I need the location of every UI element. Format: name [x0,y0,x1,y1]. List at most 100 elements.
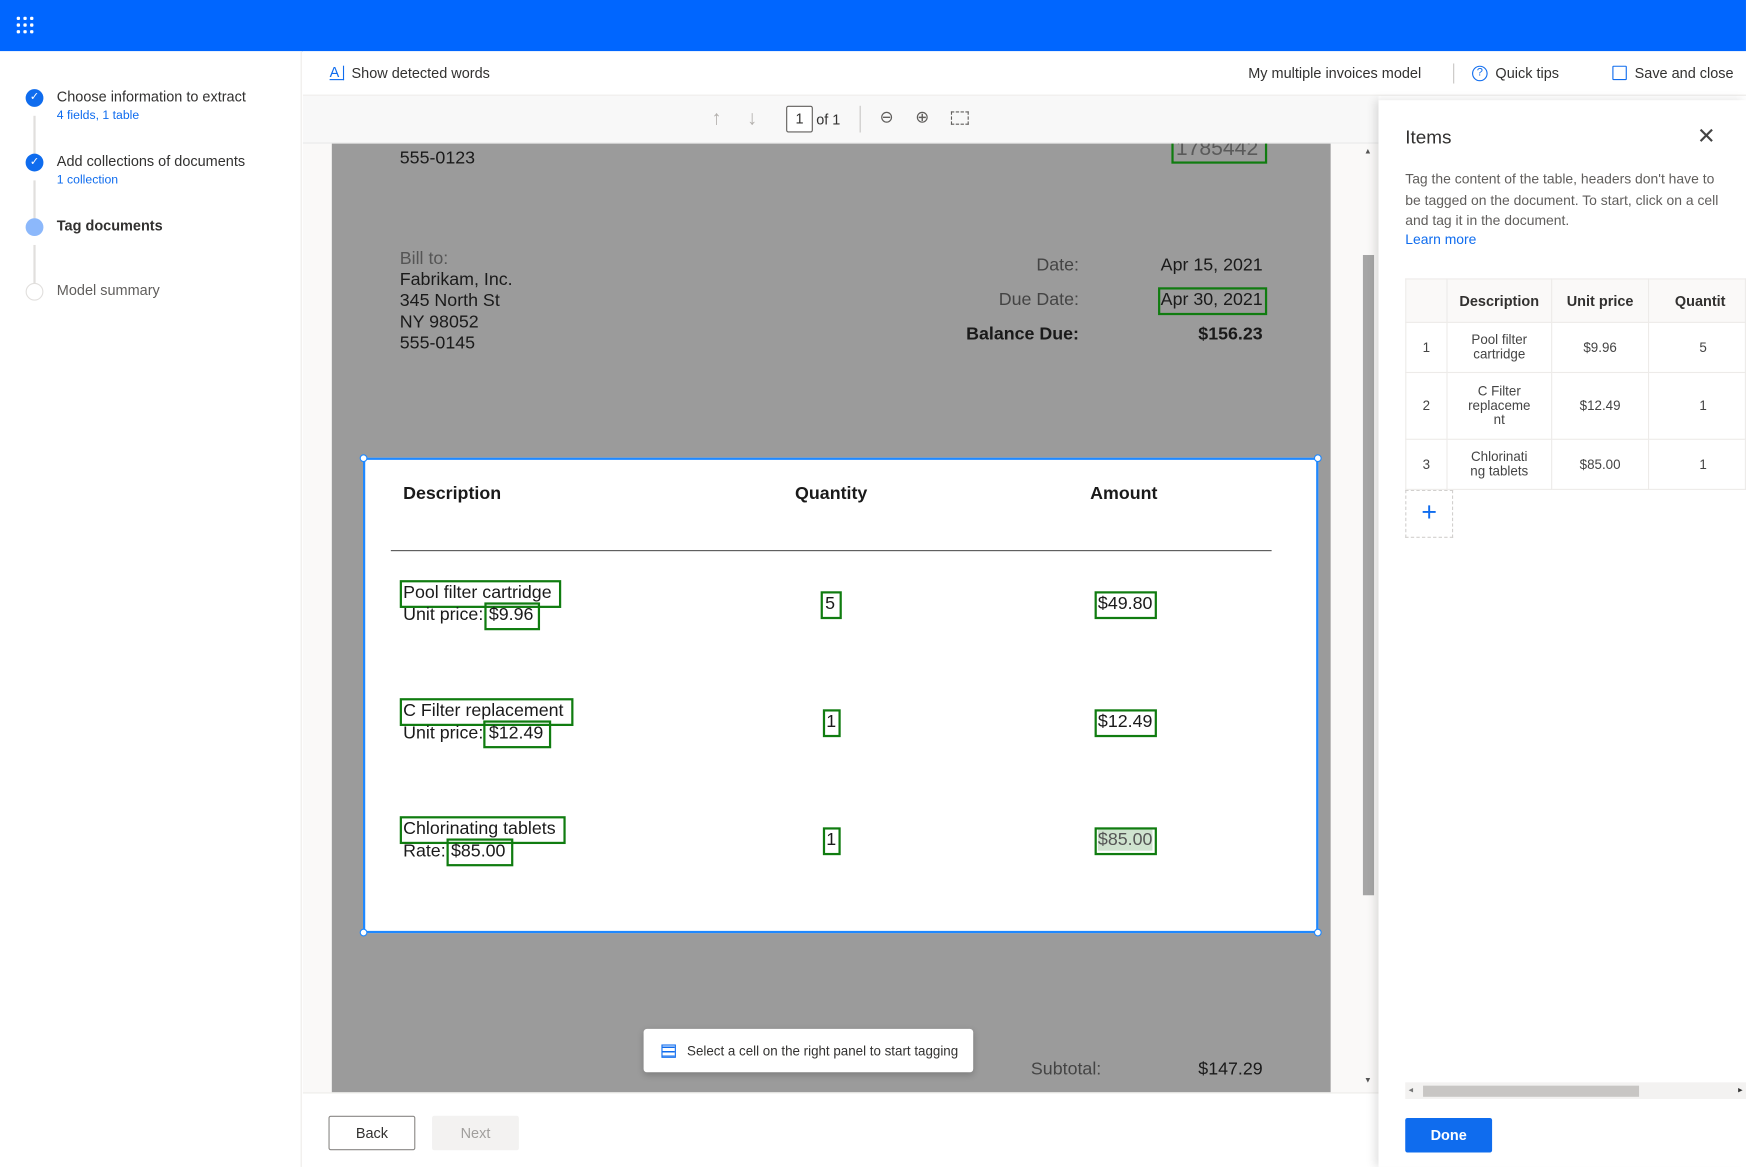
tag-box[interactable] [822,827,841,856]
scroll-up-icon[interactable]: ▲ [1364,148,1372,156]
save-and-close-button[interactable]: Save and close [1612,64,1734,82]
item-description[interactable]: Chlorinating tablets [403,819,556,839]
bill-line: Fabrikam, Inc. [399,270,513,290]
step-sub-link[interactable]: 1 collection [56,173,119,188]
page-count: of 1 [816,111,841,129]
divider [859,105,861,133]
item-price[interactable]: $85.00 [450,841,506,861]
tag-box[interactable] [399,698,574,727]
add-row-button[interactable]: + [1405,489,1454,538]
step-label: Model summary [56,281,160,299]
cell-quantity[interactable]: 1 [1648,371,1746,440]
tag-box[interactable] [820,591,842,620]
scroll-left-icon[interactable]: ◂ [1408,1084,1414,1095]
top-bar [0,0,1746,52]
date-value[interactable]: Apr 15, 2021 [1160,256,1263,276]
scroll-right-icon[interactable]: ▸ [1738,1084,1743,1095]
item-price[interactable]: $9.96 [488,605,534,625]
footer-bar: Back Next [302,1092,1379,1167]
item-amount[interactable]: $12.49 [1097,712,1153,732]
resize-handle[interactable] [359,928,368,937]
cell-unit-price[interactable]: $9.96 [1550,321,1650,374]
resize-handle[interactable] [359,454,368,463]
table-edit-icon [661,1043,676,1058]
fit-to-page-icon[interactable] [950,111,969,125]
cell-description[interactable]: Chlorinati ng tablets [1446,438,1553,490]
item-price[interactable]: $12.49 [488,723,544,743]
next-button[interactable]: Next [432,1115,519,1151]
item-amount[interactable]: $49.80 [1097,594,1153,614]
bill-to-label: Bill to: [399,249,449,269]
check-icon: ✓ [25,153,44,172]
scroll-down-icon[interactable]: ▼ [1364,1076,1372,1085]
cell-description[interactable]: C Filter replaceme nt [1446,371,1553,440]
learn-more-link[interactable]: Learn more [1405,231,1477,248]
detected-words-icon: A [329,65,344,81]
tag-box[interactable] [399,816,566,845]
col-header[interactable]: Description [1446,278,1553,323]
due-date-value[interactable]: Apr 30, 2021 [1160,290,1263,310]
back-button[interactable]: Back [328,1115,416,1151]
table-selection-region[interactable]: Description Quantity Amount Pool filter … [359,454,1322,937]
zoom-out-icon[interactable]: ⊖ [879,108,894,127]
vendor-phone: 555-0123 [399,149,476,169]
col-header[interactable]: Unit price [1550,278,1650,323]
subtotal-value[interactable]: $147.29 [1198,1060,1263,1079]
price-label: Unit price: [403,605,484,625]
cell-quantity[interactable]: 1 [1648,438,1746,490]
cell-unit-price[interactable]: $12.49 [1550,371,1650,440]
item-quantity[interactable]: 1 [826,712,837,732]
arrow-up-icon[interactable]: ↑ [711,106,722,130]
zoom-in-icon[interactable]: ⊕ [915,108,930,127]
col-header[interactable]: Quantit [1648,278,1746,323]
waffle-icon[interactable] [16,16,35,35]
cell-unit-price[interactable]: $85.00 [1550,438,1650,490]
tag-box[interactable] [399,580,562,608]
save-close-label: Save and close [1634,64,1734,82]
close-icon[interactable]: ✕ [1696,124,1716,150]
col-header [1405,278,1448,323]
cell-quantity[interactable]: 5 [1648,321,1746,374]
tag-box[interactable] [1158,287,1268,316]
quick-tips-button[interactable]: ? Quick tips [1472,65,1559,81]
tag-box[interactable] [446,838,514,867]
scroll-thumb[interactable] [1423,1085,1640,1097]
col-header: Quantity [795,484,868,504]
panel-title: Items [1405,126,1452,149]
item-amount[interactable]: $85.00 [1097,829,1153,851]
balance-value[interactable]: $156.23 [1198,325,1263,345]
resize-handle[interactable] [1313,454,1322,463]
item-description[interactable]: C Filter replacement [403,701,564,721]
invoice-page: 555-0123 1785442 Bill to: Fabrikam, Inc.… [331,143,1331,1093]
tag-box[interactable] [822,709,841,738]
item-quantity[interactable]: 5 [825,594,836,614]
tag-box[interactable] [1094,827,1157,856]
table-header-row: Description Unit price Quantit [1405,278,1746,323]
tag-box[interactable] [1171,143,1268,164]
document-toolbar: ↑ ↓ 1 of 1 ⊖ ⊕ [302,95,1379,144]
subtotal-label: Subtotal: [1030,1060,1102,1079]
done-button[interactable]: Done [1405,1117,1493,1153]
step-sub-link[interactable]: 4 fields, 1 table [56,109,140,123]
tag-box[interactable] [484,602,541,631]
row-number: 2 [1405,371,1448,440]
cell-description[interactable]: Pool filter cartridge [1446,321,1553,374]
horizontal-scrollbar[interactable]: ◂ ▸ [1405,1082,1746,1100]
invoice-number[interactable]: 1785442 [1175,143,1259,161]
step-label: Choose information to extract [56,87,246,105]
price-label: Rate: [403,841,446,861]
item-description[interactable]: Pool filter cartridge [403,583,552,603]
page-number-input[interactable]: 1 [786,105,813,133]
show-words-label: Show detected words [351,64,490,82]
scroll-thumb[interactable] [1362,254,1375,896]
item-quantity[interactable]: 1 [826,830,837,850]
tag-box[interactable] [483,720,552,749]
tag-box[interactable] [1094,709,1157,738]
resize-handle[interactable] [1313,928,1322,937]
show-detected-words-button[interactable]: A Show detected words [329,64,490,82]
vertical-scrollbar[interactable]: ▲ ▼ [1360,143,1377,1093]
arrow-down-icon[interactable]: ↓ [747,106,758,130]
tag-box[interactable] [1094,591,1157,620]
table-row: 3 Chlorinati ng tablets $85.00 1 [1405,438,1746,490]
toast-text: Select a cell on the right panel to star… [687,1042,959,1059]
